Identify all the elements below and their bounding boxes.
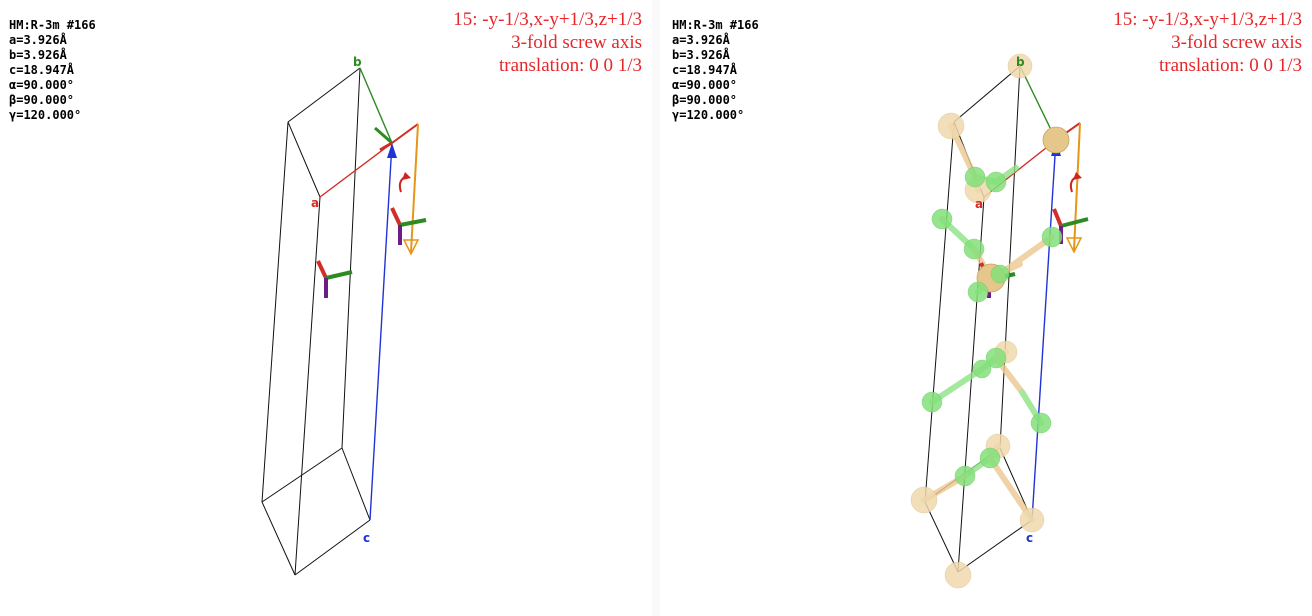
axis-b-label: b bbox=[1016, 55, 1025, 69]
symmetry-op-type: 3-fold screw axis bbox=[1171, 32, 1302, 53]
axis-a-label: a bbox=[311, 196, 319, 210]
symmetry-operation-info: 15: -y-1/3,x-y+1/3,z+1/3 3-fold screw ax… bbox=[1113, 8, 1302, 77]
axis-c-arrowhead bbox=[387, 143, 397, 158]
space-group-label: HM:R-3m #166 bbox=[672, 18, 759, 32]
rotation-arrow-icon bbox=[398, 172, 411, 193]
left-structure-view[interactable]: a b c HM:R-3m #166 a=3.926Å b=3.926Å c=1… bbox=[0, 0, 652, 616]
cell-alpha: α=90.000° bbox=[672, 78, 738, 92]
cell-alpha: α=90.000° bbox=[9, 78, 75, 92]
cell-a: a=3.926Å bbox=[672, 33, 730, 47]
rotation-arrow-icon bbox=[1069, 172, 1082, 193]
axis-c-label: c bbox=[1026, 531, 1033, 545]
axis-c-line bbox=[1031, 139, 1057, 521]
symmetry-op-translation: translation: 0 0 1/3 bbox=[1158, 55, 1302, 76]
cell-c: c=18.947Å bbox=[9, 63, 75, 77]
axis-c-label: c bbox=[363, 531, 370, 545]
right-structure-view[interactable]: a b c HM:R-3m #166 a=3.926Å b=3.926Å c=1… bbox=[660, 0, 1312, 616]
symmetry-operation-info: 15: -y-1/3,x-y+1/3,z+1/3 3-fold screw ax… bbox=[453, 8, 642, 77]
screw-axis-indicator bbox=[374, 123, 420, 256]
cell-a: a=3.926Å bbox=[9, 33, 67, 47]
symmetry-op-type: 3-fold screw axis bbox=[511, 32, 642, 53]
symmetry-op-translation: translation: 0 0 1/3 bbox=[498, 55, 642, 76]
unit-cell-edges bbox=[261, 67, 371, 576]
symmetry-op-title: 15: -y-1/3,x-y+1/3,z+1/3 bbox=[1113, 9, 1302, 30]
crystal-structure-canvas[interactable]: a b c bbox=[660, 0, 1312, 616]
small-atoms bbox=[921, 166, 1063, 487]
space-group-label: HM:R-3m #166 bbox=[9, 18, 96, 32]
axis-b-line bbox=[359, 67, 393, 144]
axis-triad-icon bbox=[316, 260, 353, 298]
cell-gamma: γ=120.000° bbox=[672, 108, 745, 122]
axis-a-label: a bbox=[975, 197, 983, 211]
cell-parameters: HM:R-3m #166 a=3.926Å b=3.926Å c=18.947Å… bbox=[9, 18, 96, 123]
axis-a-line bbox=[319, 142, 393, 198]
cell-b: b=3.926Å bbox=[9, 48, 67, 62]
atom-highlight bbox=[1042, 126, 1070, 154]
cell-beta: β=90.000° bbox=[672, 93, 738, 107]
cell-c: c=18.947Å bbox=[672, 63, 738, 77]
cell-b: b=3.926Å bbox=[672, 48, 730, 62]
unit-cell-canvas[interactable]: a b c bbox=[0, 0, 652, 616]
axis-b-label: b bbox=[353, 55, 362, 69]
axis-b-line bbox=[1019, 65, 1057, 141]
axis-c-line bbox=[369, 142, 393, 521]
axis-triad-icon bbox=[390, 207, 427, 245]
cell-parameters: HM:R-3m #166 a=3.926Å b=3.926Å c=18.947Å… bbox=[672, 18, 759, 123]
cell-gamma: γ=120.000° bbox=[9, 108, 82, 122]
symmetry-op-title: 15: -y-1/3,x-y+1/3,z+1/3 bbox=[453, 9, 642, 30]
cell-beta: β=90.000° bbox=[9, 93, 75, 107]
